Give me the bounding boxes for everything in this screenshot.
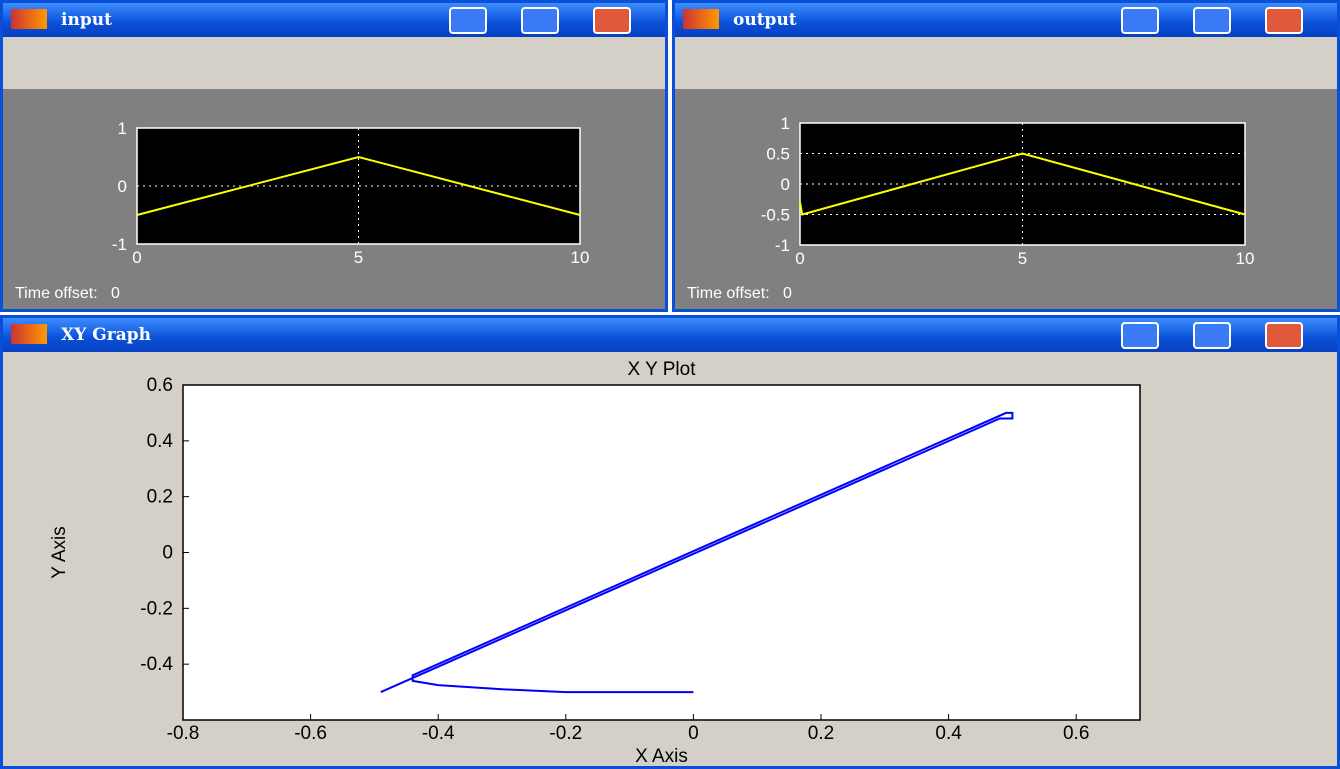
y-tick-label: 0 [781, 175, 790, 194]
chart-title: X Y Plot [628, 359, 697, 380]
x-tick-label: -0.8 [167, 723, 200, 744]
chart: 0 5 10 -1 -0.5 0 0.5 1 [672, 0, 1340, 310]
chart: -0.8 -0.6 -0.4 -0.2 0 0.2 0.4 0.6 -0.4 -0.2 0 0.2 0.… [0, 315, 1340, 769]
y-tick-label: 0.2 [147, 487, 173, 508]
y-tick-label: 1 [118, 119, 127, 138]
y-tick-label: 0.6 [147, 375, 173, 396]
x-tick-label: 10 [1236, 249, 1255, 268]
x-tick-label: -0.4 [422, 723, 455, 744]
plot-area [183, 385, 1140, 720]
y-tick-label: 0.5 [766, 145, 790, 164]
y-tick-label: -0.4 [140, 654, 173, 675]
x-tick-label: -0.2 [549, 723, 582, 744]
x-tick-label: 10 [571, 248, 590, 267]
x-tick-label: 0.2 [808, 723, 834, 744]
y-tick-label: -0.2 [140, 598, 173, 619]
y-tick-label: 1 [781, 114, 790, 133]
y-tick-label: -0.5 [761, 206, 790, 225]
x-tick-label: 0 [132, 248, 141, 267]
y-tick-label: 0 [118, 177, 127, 196]
x-tick-label: 0.6 [1063, 723, 1089, 744]
chart: 0 5 10 -1 0 1 [0, 0, 668, 310]
y-tick-label: -1 [775, 236, 790, 255]
x-tick-label: 0 [688, 723, 699, 744]
y-tick-label: 0.4 [147, 431, 174, 452]
page: input Time offset: 0 output Time offset:… [0, 0, 1340, 769]
x-axis-label: X Axis [635, 746, 688, 767]
x-tick-label: -0.6 [294, 723, 327, 744]
x-tick-label: 0.4 [935, 723, 962, 744]
x-tick-label: 0 [795, 249, 804, 268]
y-tick-label: -1 [112, 235, 127, 254]
y-axis-label: Y Axis [49, 526, 70, 578]
y-tick-label: 0 [162, 543, 173, 564]
x-tick-label: 5 [1018, 249, 1027, 268]
x-tick-label: 5 [354, 248, 363, 267]
